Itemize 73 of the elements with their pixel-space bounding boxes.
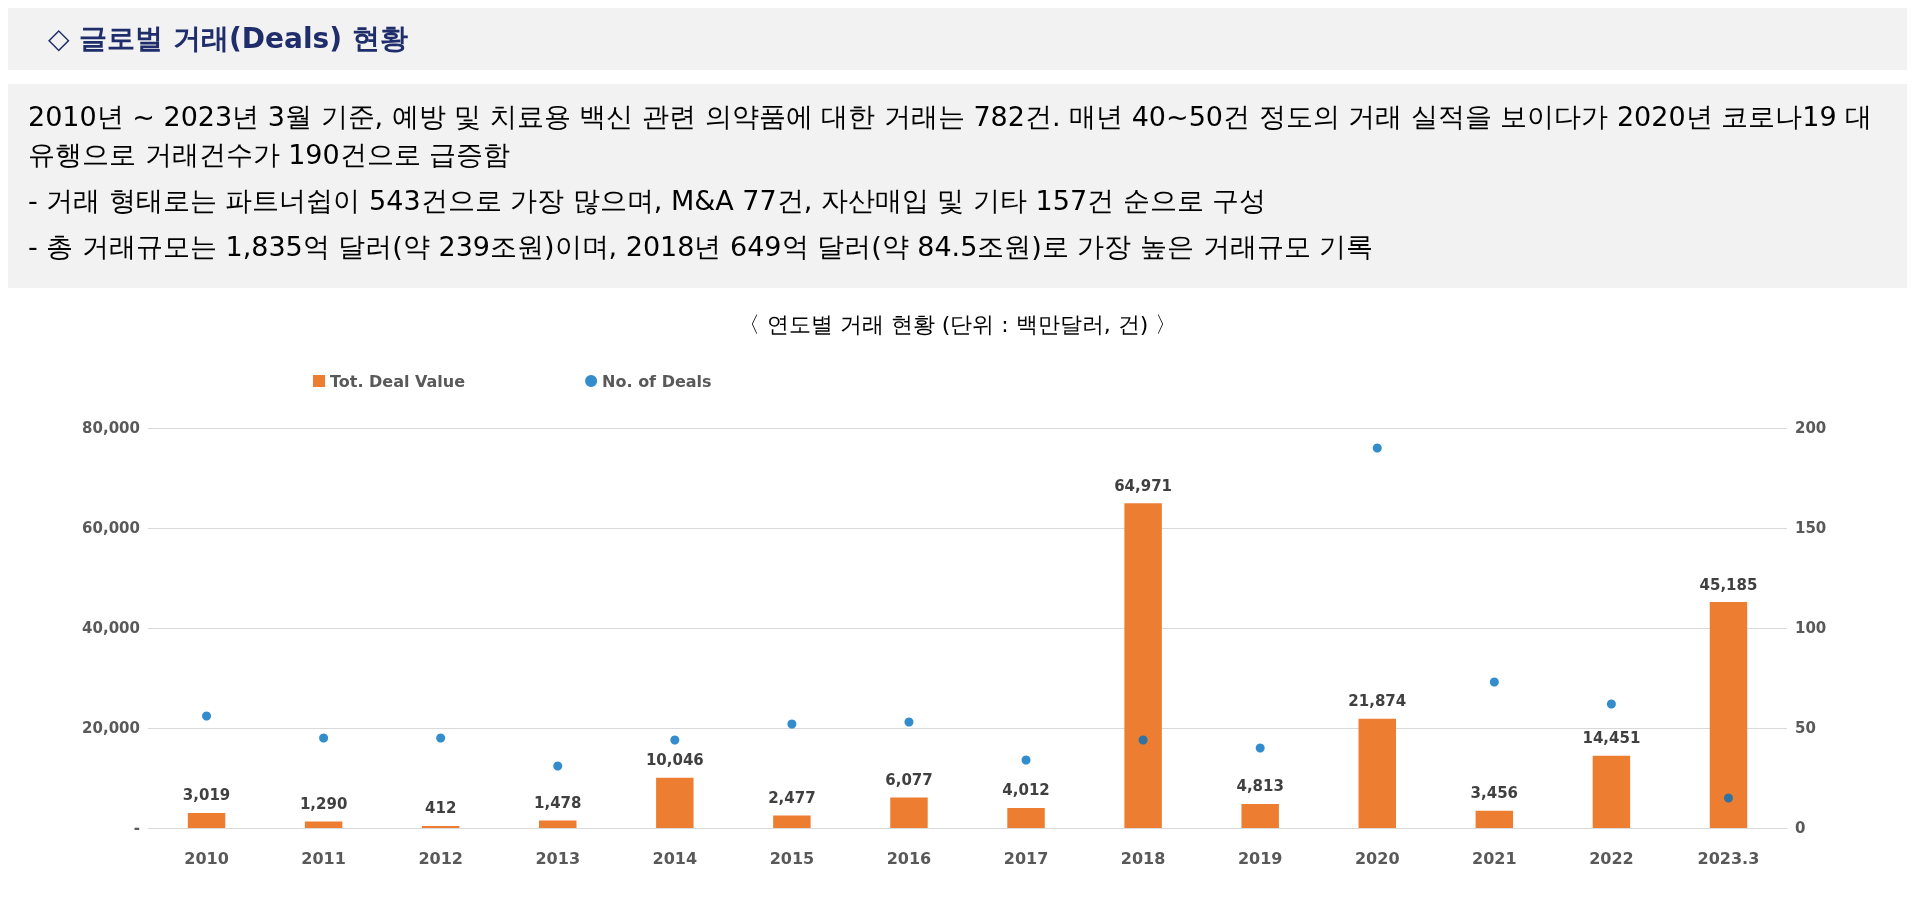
data-label: 4,012 <box>1002 781 1050 800</box>
x-tick-label: 2016 <box>886 848 932 868</box>
bar <box>539 820 577 828</box>
point <box>436 733 446 743</box>
y2-tick-label: 200 <box>1795 419 1827 437</box>
data-label: 21,874 <box>1348 692 1407 711</box>
bar <box>421 825 460 828</box>
bar <box>1475 810 1514 828</box>
data-label: 3,019 <box>182 786 231 805</box>
bar <box>773 815 811 828</box>
y-tick-label: - <box>133 819 140 837</box>
x-tick-label: 2013 <box>535 848 581 868</box>
bar <box>1358 718 1396 828</box>
legend-label: Tot. Deal Value <box>330 371 466 391</box>
x-tick-label: 2018 <box>1120 848 1166 868</box>
x-tick-label: 2022 <box>1589 848 1634 868</box>
data-label: 2,477 <box>768 789 816 808</box>
point <box>670 735 680 745</box>
text: 2010년 ~ 2023년 3월 기준, 예방 및 치료용 백신 관련 의약품에 대한 거래는 782건. 매년 40~50건 정도의 거래 실적을 보이다가 2020년 코로나19 대유행으로 거래건수가 190건으로 급증함 <box>28 100 1874 172</box>
data-label: 4,813 <box>1236 777 1284 796</box>
point <box>904 717 914 727</box>
data-label: 64,971 <box>1114 476 1173 495</box>
bar <box>1007 807 1045 828</box>
data-label: 14,451 <box>1582 729 1641 748</box>
x-tick-label: 2011 <box>301 848 346 868</box>
bar <box>890 797 928 828</box>
chart-title: ◇ 글로벌 거래(Deals) 현황 <box>8 8 1907 70</box>
y-tick-label: 20,000 <box>82 719 140 737</box>
point <box>1723 793 1733 803</box>
x-tick-label: 2020 <box>1354 848 1400 868</box>
data-label: 3,456 <box>1470 784 1519 803</box>
bar <box>1709 602 1748 828</box>
y-tick-label: 80,000 <box>82 419 140 437</box>
point <box>787 719 797 729</box>
bar <box>1241 803 1279 828</box>
x-tick-label: 2023.3 <box>1697 848 1760 868</box>
bar <box>656 777 694 828</box>
bar <box>304 821 343 828</box>
y-tick-label: 60,000 <box>82 519 140 537</box>
text: - 총 거래규모는 1,835억 달러(약 239조원)이며, 2018년 649억 달러(약 84.5조원)로 가장 높은 거래규모 기록 <box>28 230 1375 264</box>
y-tick-label: 40,000 <box>82 619 140 637</box>
y2-tick-label: 50 <box>1795 719 1816 737</box>
y2-tick-label: 0 <box>1795 819 1806 837</box>
chart-subtitle: 〈 연도별 거래 현황 (단위 : 백만달러, 건) 〉 <box>737 311 1178 337</box>
data-label: 1,478 <box>534 794 582 813</box>
point <box>319 733 329 743</box>
data-label: 45,185 <box>1699 575 1758 594</box>
x-tick-label: 2014 <box>652 848 698 868</box>
x-tick-label: 2021 <box>1472 848 1517 868</box>
x-tick-label: 2015 <box>769 848 815 868</box>
y2-tick-label: 100 <box>1795 619 1827 637</box>
point <box>1021 755 1031 765</box>
data-label: 6,077 <box>885 771 933 790</box>
point <box>1489 677 1499 687</box>
x-tick-label: 2010 <box>184 848 229 868</box>
point <box>202 711 212 721</box>
point <box>1255 743 1265 753</box>
text: - 거래 형태로는 파트너쉽이 543건으로 가장 많으며, M&A 77건, 자산매입 및 기타 157건 순으로 구성 <box>28 184 1268 218</box>
x-tick-label: 2012 <box>418 848 463 868</box>
point <box>1606 699 1616 709</box>
legend-label: No. of Deals <box>602 371 712 391</box>
data-label: 10,046 <box>645 751 704 770</box>
bar <box>1124 503 1162 828</box>
point <box>1372 443 1382 453</box>
x-tick-label: 2019 <box>1237 848 1283 868</box>
bar <box>187 812 226 828</box>
data-label: 412 <box>425 799 457 818</box>
x-tick-label: 2017 <box>1003 848 1049 868</box>
y2-tick-label: 150 <box>1795 519 1827 537</box>
point <box>1138 735 1148 745</box>
bar <box>1592 755 1631 828</box>
data-label: 1,290 <box>299 795 348 814</box>
point <box>553 761 563 771</box>
